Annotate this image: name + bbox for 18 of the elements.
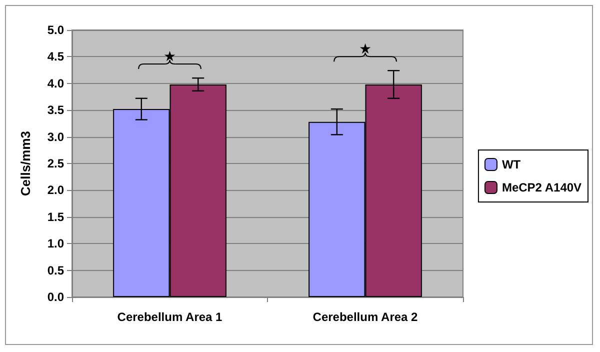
legend-label: WT xyxy=(502,158,522,172)
y-tick-label: 0.5 xyxy=(47,263,64,278)
y-tick-label: 1.0 xyxy=(47,236,64,251)
y-tick-label: 3.0 xyxy=(47,130,64,144)
y-tick-label: 2.0 xyxy=(47,183,64,198)
x-tick-label: Cerebellum Area 2 xyxy=(312,310,418,324)
y-tick-label: 4.5 xyxy=(47,50,64,64)
x-tick-label: Cerebellum Area 1 xyxy=(117,310,223,324)
y-axis-title: Cells/mm3 xyxy=(18,130,33,196)
y-tick-label: 5.0 xyxy=(47,23,64,37)
y-tick-label: 2.5 xyxy=(47,156,64,170)
y-tick-label: 1.5 xyxy=(47,210,64,224)
y-tick-label: 4.0 xyxy=(47,76,64,90)
y-tick-label: 0.0 xyxy=(47,290,64,304)
y-tick-label: 3.5 xyxy=(47,103,64,118)
annotation: ★ xyxy=(163,49,176,66)
legend-label: MeCP2 A140V xyxy=(502,180,582,194)
annotation: ★ xyxy=(358,42,372,58)
